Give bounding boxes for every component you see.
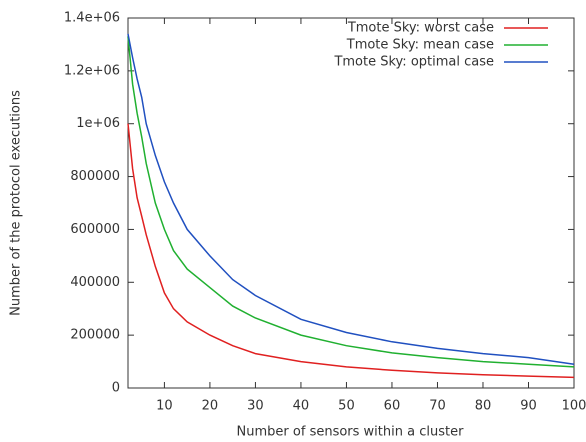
- x-tick-label: 100: [562, 399, 586, 414]
- y-tick-label: 1e+06: [76, 116, 120, 131]
- legend-label: Tmote Sky: optimal case: [333, 55, 494, 70]
- series-line: [127, 123, 575, 379]
- x-tick-label: 30: [247, 399, 264, 414]
- x-tick-label: 70: [429, 399, 446, 414]
- y-axis-label: Number of the protocol executions: [9, 90, 24, 316]
- y-tick-label: 1.2e+06: [64, 63, 120, 78]
- x-tick-label: 40: [293, 399, 310, 414]
- x-axis-label: Number of sensors within a cluster: [237, 425, 465, 440]
- x-tick-label: 60: [384, 399, 401, 414]
- series-line: [127, 33, 575, 365]
- plot-frame: [127, 17, 575, 389]
- x-tick-label: 80: [475, 399, 492, 414]
- y-tick-label: 1.4e+06: [64, 11, 120, 26]
- series-line: [127, 36, 575, 368]
- y-tick-label: 800000: [70, 169, 120, 184]
- x-tick-label: 50: [338, 399, 355, 414]
- legend-label: Tmote Sky: mean case: [346, 38, 494, 53]
- x-tick-label: 90: [520, 399, 537, 414]
- y-tick-label: 0: [112, 381, 120, 396]
- y-tick-label: 200000: [70, 328, 120, 343]
- x-tick-label: 20: [202, 399, 219, 414]
- y-tick-label: 600000: [70, 222, 120, 237]
- y-tick-label: 400000: [70, 275, 120, 290]
- legend-label: Tmote Sky: worst case: [347, 21, 494, 36]
- x-tick-label: 10: [156, 399, 173, 414]
